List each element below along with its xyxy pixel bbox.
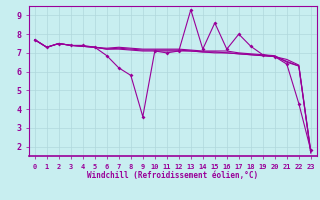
X-axis label: Windchill (Refroidissement éolien,°C): Windchill (Refroidissement éolien,°C) [87,171,258,180]
